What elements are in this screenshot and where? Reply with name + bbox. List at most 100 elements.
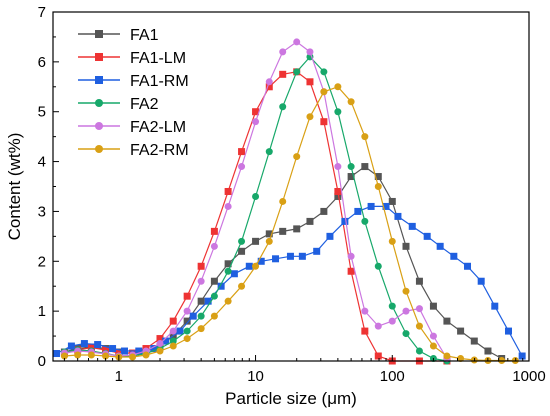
data-point bbox=[279, 103, 287, 111]
legend-marker bbox=[95, 30, 103, 38]
legend-item: FA1-RM bbox=[78, 73, 189, 90]
data-point bbox=[470, 337, 478, 345]
series-fa1-rm bbox=[52, 202, 526, 360]
y-tick-label: 3 bbox=[38, 203, 46, 220]
legend-marker bbox=[95, 145, 103, 153]
data-point bbox=[313, 247, 321, 255]
data-point bbox=[298, 252, 306, 260]
legend-label: FA2 bbox=[130, 96, 159, 113]
data-point bbox=[183, 327, 191, 335]
data-point bbox=[183, 307, 191, 315]
data-point bbox=[518, 352, 526, 360]
data-point bbox=[347, 98, 355, 106]
data-point bbox=[60, 352, 68, 360]
data-point bbox=[504, 327, 512, 335]
axes-layer: 1 10 100 1000 0 1 2 3 4 5 6 7 bbox=[38, 4, 546, 385]
data-point bbox=[102, 352, 110, 360]
series-layer bbox=[52, 38, 526, 365]
data-point bbox=[374, 322, 382, 330]
legend-label: FA2-RM bbox=[130, 142, 189, 159]
data-point bbox=[224, 187, 232, 195]
data-point bbox=[224, 202, 232, 210]
data-point bbox=[52, 350, 60, 358]
data-point bbox=[183, 317, 191, 325]
legend-label: FA1-RM bbox=[130, 73, 189, 90]
data-point bbox=[402, 287, 410, 295]
data-point bbox=[388, 197, 396, 205]
data-point bbox=[67, 342, 75, 350]
data-point bbox=[347, 163, 355, 171]
data-point bbox=[293, 153, 301, 161]
data-point bbox=[374, 262, 382, 270]
data-point bbox=[388, 237, 396, 245]
data-point bbox=[183, 335, 191, 343]
data-point bbox=[320, 207, 328, 215]
data-point bbox=[120, 347, 128, 355]
data-point bbox=[238, 282, 246, 290]
data-point bbox=[224, 267, 232, 275]
data-point bbox=[272, 255, 280, 263]
data-point bbox=[326, 232, 334, 240]
data-point bbox=[450, 252, 458, 260]
data-point bbox=[238, 237, 246, 245]
data-point bbox=[169, 317, 177, 325]
data-point bbox=[176, 327, 184, 335]
data-point bbox=[334, 192, 342, 200]
data-point bbox=[293, 68, 301, 76]
data-point bbox=[197, 312, 205, 320]
data-point bbox=[245, 262, 253, 270]
data-point bbox=[252, 192, 260, 200]
x-tick-label: 100 bbox=[380, 368, 405, 385]
data-point bbox=[394, 212, 402, 220]
data-point bbox=[402, 242, 410, 250]
data-point bbox=[347, 267, 355, 275]
x-tick-label: 10 bbox=[247, 368, 264, 385]
data-point bbox=[87, 351, 95, 359]
data-point bbox=[238, 163, 246, 171]
legend-item: FA2-RM bbox=[78, 142, 189, 159]
legend-marker bbox=[95, 122, 103, 130]
series-line bbox=[64, 86, 516, 362]
data-point bbox=[265, 230, 273, 238]
data-point bbox=[204, 297, 212, 305]
data-point bbox=[279, 70, 287, 78]
legend-marker bbox=[95, 99, 103, 107]
series-line bbox=[64, 165, 502, 360]
data-point bbox=[257, 257, 265, 265]
y-tick-label: 6 bbox=[38, 54, 46, 71]
data-point bbox=[429, 302, 437, 310]
data-point bbox=[286, 252, 294, 260]
data-point bbox=[80, 340, 88, 348]
data-point bbox=[457, 327, 465, 335]
y-tick-label: 2 bbox=[38, 253, 46, 270]
data-point bbox=[265, 148, 273, 156]
data-point bbox=[156, 347, 164, 355]
data-point bbox=[265, 237, 273, 245]
data-point bbox=[402, 330, 410, 338]
data-point bbox=[443, 352, 451, 360]
legend-label: FA1 bbox=[130, 27, 159, 44]
legend-item: FA1 bbox=[78, 27, 159, 44]
y-tick-label: 4 bbox=[38, 154, 46, 171]
data-point bbox=[210, 292, 218, 300]
data-point bbox=[197, 325, 205, 333]
data-point bbox=[224, 260, 232, 268]
data-point bbox=[252, 108, 260, 116]
data-point bbox=[197, 262, 205, 270]
data-point bbox=[252, 118, 260, 126]
data-point bbox=[150, 345, 158, 353]
data-point bbox=[334, 163, 342, 171]
data-point bbox=[457, 355, 465, 363]
data-point bbox=[347, 173, 355, 181]
data-point bbox=[477, 277, 485, 285]
series-fa2-rm bbox=[60, 83, 519, 365]
data-point bbox=[265, 78, 273, 86]
data-point bbox=[252, 262, 260, 270]
data-point bbox=[135, 347, 143, 355]
data-point bbox=[169, 327, 177, 335]
data-point bbox=[361, 217, 369, 225]
data-point bbox=[293, 38, 301, 46]
data-point bbox=[402, 307, 410, 315]
legend: FA1 FA1-LM FA1-RM FA2 FA2-LM FA2-RM bbox=[78, 27, 189, 159]
